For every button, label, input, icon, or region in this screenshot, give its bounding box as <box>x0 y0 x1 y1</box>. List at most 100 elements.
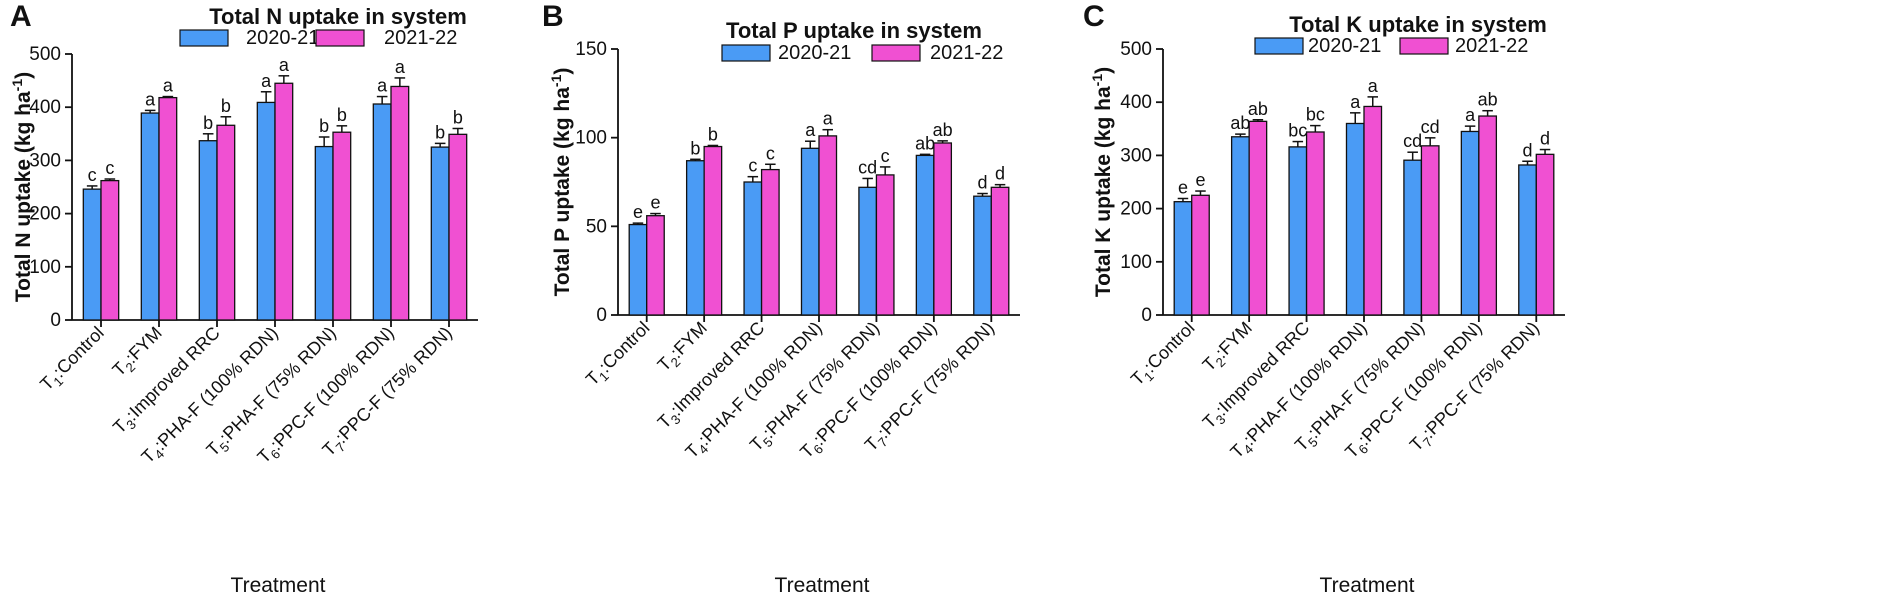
bar <box>256 101 276 321</box>
panel-letter: A <box>10 0 32 33</box>
bar <box>703 145 723 316</box>
y-axis-title-end: ) <box>1092 67 1115 74</box>
significance-label: a <box>823 109 834 129</box>
significance-label: a <box>1350 92 1361 112</box>
chart-title: Total P uptake in system <box>726 18 982 43</box>
significance-label: b <box>203 113 213 133</box>
x-axis-title: Treatment <box>231 574 326 597</box>
significance-label: c <box>105 158 114 178</box>
y-tick-label: 400 <box>1120 92 1152 113</box>
bar <box>100 179 120 321</box>
significance-label: a <box>377 76 388 96</box>
significance-label: d <box>995 164 1005 184</box>
y-tick-label: 100 <box>1120 252 1152 273</box>
bar <box>1535 153 1555 316</box>
significance-label: b <box>435 122 445 142</box>
significance-label: d <box>978 173 988 193</box>
significance-label: b <box>708 124 718 144</box>
bar <box>1363 105 1383 316</box>
category-label-text: :FYM <box>666 318 711 363</box>
y-axis-title-end: ) <box>551 68 574 75</box>
significance-label: a <box>163 76 174 96</box>
bar <box>760 168 780 316</box>
bar <box>198 140 218 321</box>
y-tick-label: 300 <box>1120 145 1152 166</box>
bar <box>800 147 820 316</box>
bar <box>973 195 992 316</box>
significance-label: b <box>221 96 231 116</box>
bar <box>332 131 352 321</box>
bar <box>1248 120 1268 316</box>
significance-label: a <box>805 120 816 140</box>
y-axis-title-main: Total P uptake (kg ha <box>551 87 574 297</box>
significance-label: e <box>1195 170 1205 190</box>
y-tick-label: 300 <box>29 150 61 171</box>
legend-swatch <box>179 29 229 47</box>
category-label-text: :FYM <box>121 323 166 368</box>
bar <box>216 124 236 321</box>
legend-swatch <box>1254 37 1304 55</box>
bar <box>372 103 392 321</box>
bar <box>1420 145 1440 316</box>
bar <box>82 188 102 321</box>
category-label-text: :PPC-F (75% RDN) <box>331 323 455 447</box>
bar <box>628 223 648 316</box>
y-axis-title-main: Total N uptake (kg ha <box>12 91 35 302</box>
y-tick-label: 0 <box>50 310 61 331</box>
significance-label: c <box>881 146 890 166</box>
bar <box>1403 159 1423 316</box>
y-axis-title-superscript: -1 <box>548 74 564 87</box>
significance-label: cd <box>1403 131 1422 151</box>
legend-label: 2020-21 <box>1308 35 1381 57</box>
significance-label: ab <box>933 120 953 140</box>
bar <box>685 160 705 316</box>
y-axis-title-main: Total K uptake (kg ha <box>1092 86 1115 297</box>
y-tick-label: 50 <box>586 216 607 237</box>
bar <box>1518 164 1537 316</box>
y-tick-label: 0 <box>596 305 607 326</box>
bar <box>430 146 450 321</box>
y-axis-title-superscript: -1 <box>9 79 25 92</box>
category-label-text: :Control <box>595 318 654 377</box>
bar <box>314 145 334 321</box>
x-axis-title: Treatment <box>1320 574 1415 597</box>
significance-label: a <box>145 89 156 109</box>
bar <box>448 133 468 321</box>
y-tick-label: 500 <box>1120 39 1152 60</box>
significance-label: c <box>88 165 97 185</box>
significance-label: ab <box>1478 90 1498 110</box>
bar <box>646 215 665 316</box>
significance-label: e <box>1178 177 1188 197</box>
y-tick-label: 100 <box>575 128 607 149</box>
bar <box>1288 146 1308 316</box>
bar <box>390 85 410 321</box>
y-tick-label: 0 <box>1141 305 1152 326</box>
panel-letter: B <box>542 0 564 33</box>
significance-label: ab <box>1230 113 1250 133</box>
bar <box>858 186 878 316</box>
significance-label: cd <box>1421 117 1440 137</box>
bar <box>1173 201 1193 316</box>
y-tick-label: 400 <box>29 97 61 118</box>
significance-label: ab <box>1248 99 1268 119</box>
x-axis-title: Treatment <box>775 574 870 597</box>
category-label-text: :Control <box>49 323 108 382</box>
significance-label: a <box>1368 76 1379 96</box>
significance-label: bc <box>1306 105 1325 125</box>
significance-label: e <box>633 202 643 222</box>
chart-title: Total N uptake in system <box>209 4 467 29</box>
y-axis-title: Total P uptake (kg ha-1) <box>548 68 574 297</box>
significance-label: e <box>650 193 660 213</box>
y-tick-label: 100 <box>29 257 61 278</box>
legend-label: 2020-21 <box>246 27 319 49</box>
bar <box>158 96 178 321</box>
significance-label: b <box>690 138 700 158</box>
y-tick-label: 150 <box>575 39 607 60</box>
y-axis-title: Total K uptake (kg ha-1) <box>1089 67 1115 297</box>
significance-label: c <box>766 143 775 163</box>
significance-label: d <box>1540 129 1550 149</box>
bar <box>933 142 953 316</box>
significance-label: b <box>453 107 463 127</box>
